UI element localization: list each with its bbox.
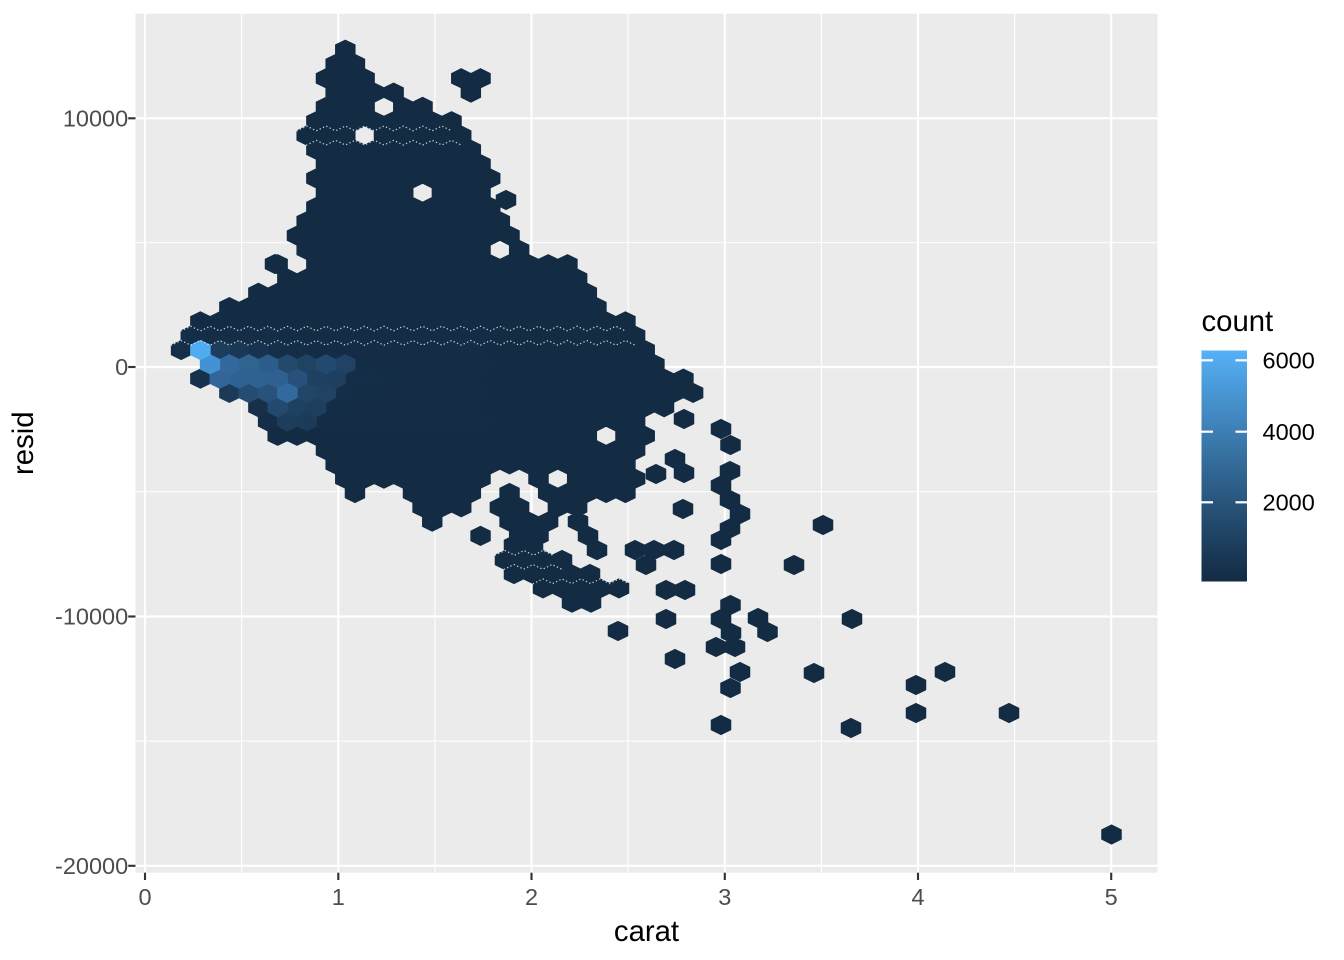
svg-text:10000: 10000 — [63, 106, 128, 132]
svg-text:5: 5 — [1105, 884, 1118, 910]
svg-text:4: 4 — [911, 884, 924, 910]
svg-text:1: 1 — [332, 884, 345, 910]
svg-text:6000: 6000 — [1263, 348, 1315, 374]
svg-text:carat: carat — [614, 915, 679, 948]
svg-text:0: 0 — [138, 884, 151, 910]
svg-text:2: 2 — [525, 884, 538, 910]
svg-text:3: 3 — [718, 884, 731, 910]
svg-text:-20000: -20000 — [55, 853, 128, 879]
svg-text:4000: 4000 — [1263, 419, 1315, 445]
svg-text:2000: 2000 — [1263, 490, 1315, 516]
svg-text:-10000: -10000 — [55, 604, 128, 630]
svg-text:count: count — [1202, 305, 1274, 338]
svg-text:resid: resid — [7, 411, 40, 475]
svg-text:0: 0 — [115, 354, 128, 380]
